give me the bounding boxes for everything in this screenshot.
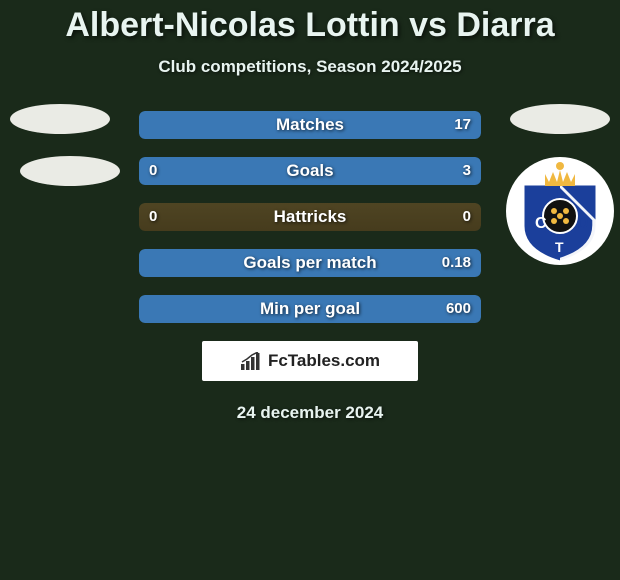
- stat-bar-row: Min per goal600: [139, 295, 481, 323]
- stat-bars: Matches17Goals03Hattricks00Goals per mat…: [139, 111, 481, 323]
- stat-bar-row: Goals per match0.18: [139, 249, 481, 277]
- svg-text:D: D: [577, 215, 589, 232]
- stat-bar-row: Matches17: [139, 111, 481, 139]
- svg-text:T: T: [555, 239, 564, 255]
- svg-text:C: C: [535, 215, 547, 232]
- avatar-placeholder-shape: [10, 104, 110, 134]
- comparison-chart: C D T Matches17Goals03Hattricks00Goals p…: [0, 111, 620, 323]
- stat-value-right: 17: [454, 111, 471, 139]
- club-badge: C D T: [505, 156, 615, 266]
- chart-icon: [240, 352, 262, 370]
- subtitle: Club competitions, Season 2024/2025: [0, 57, 620, 77]
- avatar-placeholder-shape: [20, 156, 120, 186]
- stat-value-right: 600: [446, 295, 471, 323]
- stat-value-right: 0: [463, 203, 471, 231]
- stat-value-right: 0.18: [442, 249, 471, 277]
- stat-bar-label: Hattricks: [139, 203, 481, 231]
- container: Albert-Nicolas Lottin vs Diarra Club com…: [0, 0, 620, 580]
- avatar-placeholder-shape: [510, 104, 610, 134]
- date-text: 24 december 2024: [0, 403, 620, 423]
- stat-bar-label: Goals per match: [139, 249, 481, 277]
- stat-value-left: 0: [149, 157, 157, 185]
- stat-bar-label: Min per goal: [139, 295, 481, 323]
- stat-bar-label: Matches: [139, 111, 481, 139]
- stat-value-right: 3: [463, 157, 471, 185]
- stat-value-left: 0: [149, 203, 157, 231]
- player-avatar-left: [5, 106, 115, 216]
- player-avatar-right: C D T: [505, 106, 615, 216]
- stat-bar-row: Hattricks0 0: [139, 203, 481, 231]
- watermark: FcTables.com: [202, 341, 418, 381]
- stat-bar-label: Goals: [139, 157, 481, 185]
- stat-bar-row: Goals0 3: [139, 157, 481, 185]
- page-title: Albert-Nicolas Lottin vs Diarra: [0, 6, 620, 45]
- watermark-text: FcTables.com: [268, 351, 380, 371]
